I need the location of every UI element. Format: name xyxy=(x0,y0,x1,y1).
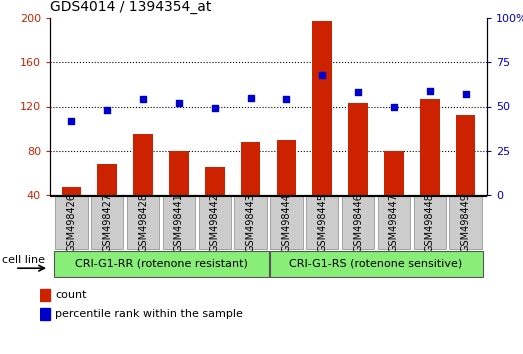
FancyBboxPatch shape xyxy=(91,195,123,250)
Text: cell line: cell line xyxy=(3,255,46,265)
Text: GSM498445: GSM498445 xyxy=(317,193,327,252)
FancyBboxPatch shape xyxy=(342,195,374,250)
Text: GSM498446: GSM498446 xyxy=(353,193,363,252)
Point xyxy=(426,88,434,93)
Point xyxy=(103,107,111,113)
Point xyxy=(139,97,147,102)
Bar xyxy=(40,289,50,301)
Bar xyxy=(40,308,50,320)
Point xyxy=(175,100,183,106)
Text: percentile rank within the sample: percentile rank within the sample xyxy=(55,309,243,319)
FancyBboxPatch shape xyxy=(234,195,267,250)
Point xyxy=(354,90,362,95)
Point xyxy=(318,72,326,78)
Text: GSM498449: GSM498449 xyxy=(461,193,471,252)
Bar xyxy=(312,21,332,195)
Point xyxy=(67,118,76,124)
Bar xyxy=(205,167,224,195)
Bar xyxy=(348,103,368,195)
Text: GSM498447: GSM498447 xyxy=(389,193,399,252)
FancyBboxPatch shape xyxy=(414,195,446,250)
FancyBboxPatch shape xyxy=(270,251,483,277)
Bar xyxy=(241,142,260,195)
Bar xyxy=(456,115,475,195)
Text: GDS4014 / 1394354_at: GDS4014 / 1394354_at xyxy=(50,0,211,15)
Text: CRI-G1-RS (rotenone sensitive): CRI-G1-RS (rotenone sensitive) xyxy=(289,259,462,269)
FancyBboxPatch shape xyxy=(270,195,302,250)
Bar xyxy=(62,187,82,195)
FancyBboxPatch shape xyxy=(55,195,88,250)
Text: count: count xyxy=(55,290,87,300)
Text: GSM498428: GSM498428 xyxy=(138,193,148,252)
Bar xyxy=(169,151,189,195)
Point xyxy=(461,91,470,97)
FancyBboxPatch shape xyxy=(449,195,482,250)
Text: CRI-G1-RR (rotenone resistant): CRI-G1-RR (rotenone resistant) xyxy=(75,259,247,269)
FancyBboxPatch shape xyxy=(306,195,338,250)
FancyBboxPatch shape xyxy=(378,195,410,250)
Text: GSM498427: GSM498427 xyxy=(103,193,112,252)
FancyBboxPatch shape xyxy=(53,251,268,277)
Text: GSM498443: GSM498443 xyxy=(246,193,256,252)
Bar xyxy=(384,151,404,195)
FancyBboxPatch shape xyxy=(199,195,231,250)
Point xyxy=(211,105,219,111)
Point xyxy=(246,95,255,101)
Bar xyxy=(97,164,117,195)
Text: GSM498444: GSM498444 xyxy=(281,193,291,252)
Text: GSM498441: GSM498441 xyxy=(174,193,184,252)
Text: GSM498448: GSM498448 xyxy=(425,193,435,252)
FancyBboxPatch shape xyxy=(127,195,159,250)
Bar xyxy=(277,140,296,195)
Text: GSM498442: GSM498442 xyxy=(210,193,220,252)
Point xyxy=(390,104,398,109)
Text: GSM498426: GSM498426 xyxy=(66,193,76,252)
Bar xyxy=(420,99,439,195)
Point xyxy=(282,97,291,102)
Bar xyxy=(133,134,153,195)
FancyBboxPatch shape xyxy=(163,195,195,250)
